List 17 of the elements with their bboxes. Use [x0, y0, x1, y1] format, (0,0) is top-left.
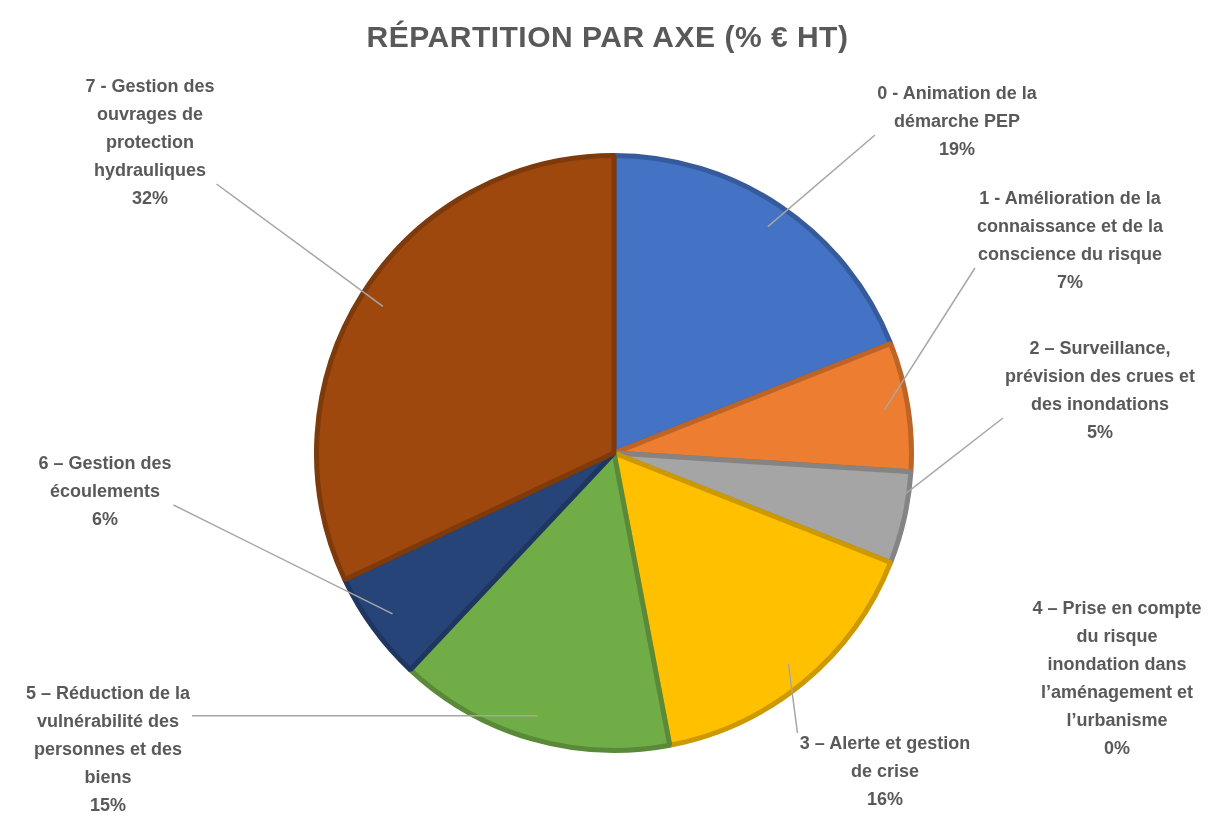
data-label: 32% — [131, 187, 169, 208]
data-label: 5% — [1086, 421, 1114, 442]
slice-label: 2 – Surveillance, prévision des crues et des inondations — [1004, 337, 1196, 414]
data-label: 15% — [89, 794, 127, 815]
data-label: 16% — [866, 788, 904, 809]
data-label: 7% — [1056, 271, 1084, 292]
chart-title: RÉPARTITION PAR AXE (% € HT) — [365, 20, 850, 54]
slice-label: 7 - Gestion des ouvrages de protection hydrauliques — [85, 75, 215, 180]
data-label: 6% — [91, 508, 119, 529]
slice-label: 0 - Animation de la démarche PEP — [877, 82, 1038, 131]
data-label: 19% — [938, 138, 976, 159]
text: 0% — [1103, 737, 1131, 758]
slice-label: 1 - Amélioration de la connaissance et de la conscience du risque — [976, 187, 1165, 264]
category-label: 4 – Prise en compte du risque inondation dans l’aménagement et l’urbanisme — [1032, 597, 1202, 730]
slice-label: 6 – Gestion des écoulements — [38, 452, 172, 501]
slice-label: 3 – Alerte et gestion de crise — [799, 732, 971, 781]
slice-label: 5 – Réduction de la vulnérabilité des personnes et des biens — [25, 682, 191, 787]
